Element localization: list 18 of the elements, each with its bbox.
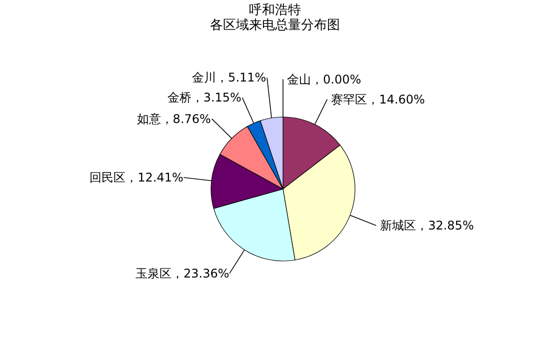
slice-label: 新城区 bbox=[380, 218, 416, 233]
chart-title: 呼和浩特 bbox=[249, 3, 301, 18]
data-label: ，23.36% bbox=[171, 266, 230, 280]
text: ，0.00% bbox=[311, 72, 362, 86]
slice-label: 回民区 bbox=[90, 170, 126, 185]
data-label: ，5.11% bbox=[216, 70, 266, 85]
data-label: ，14.60% bbox=[367, 92, 425, 106]
slice-label: 赛罕区 bbox=[331, 92, 368, 106]
slice-label: 如意 bbox=[136, 112, 161, 126]
chart-subtitle: 各区域来电总量分布图 bbox=[210, 18, 340, 33]
data-label: ，8.76% bbox=[160, 112, 211, 126]
data-label: ，3.15% bbox=[191, 90, 242, 105]
slice-label: 玉泉区 bbox=[135, 266, 172, 280]
slice-label: 金川 bbox=[192, 70, 216, 85]
category-label: 金山 bbox=[287, 72, 311, 86]
data-label: ，12.41% bbox=[126, 170, 184, 185]
data-label: ，32.85% bbox=[416, 218, 474, 233]
slice-label: 金桥 bbox=[167, 90, 192, 105]
